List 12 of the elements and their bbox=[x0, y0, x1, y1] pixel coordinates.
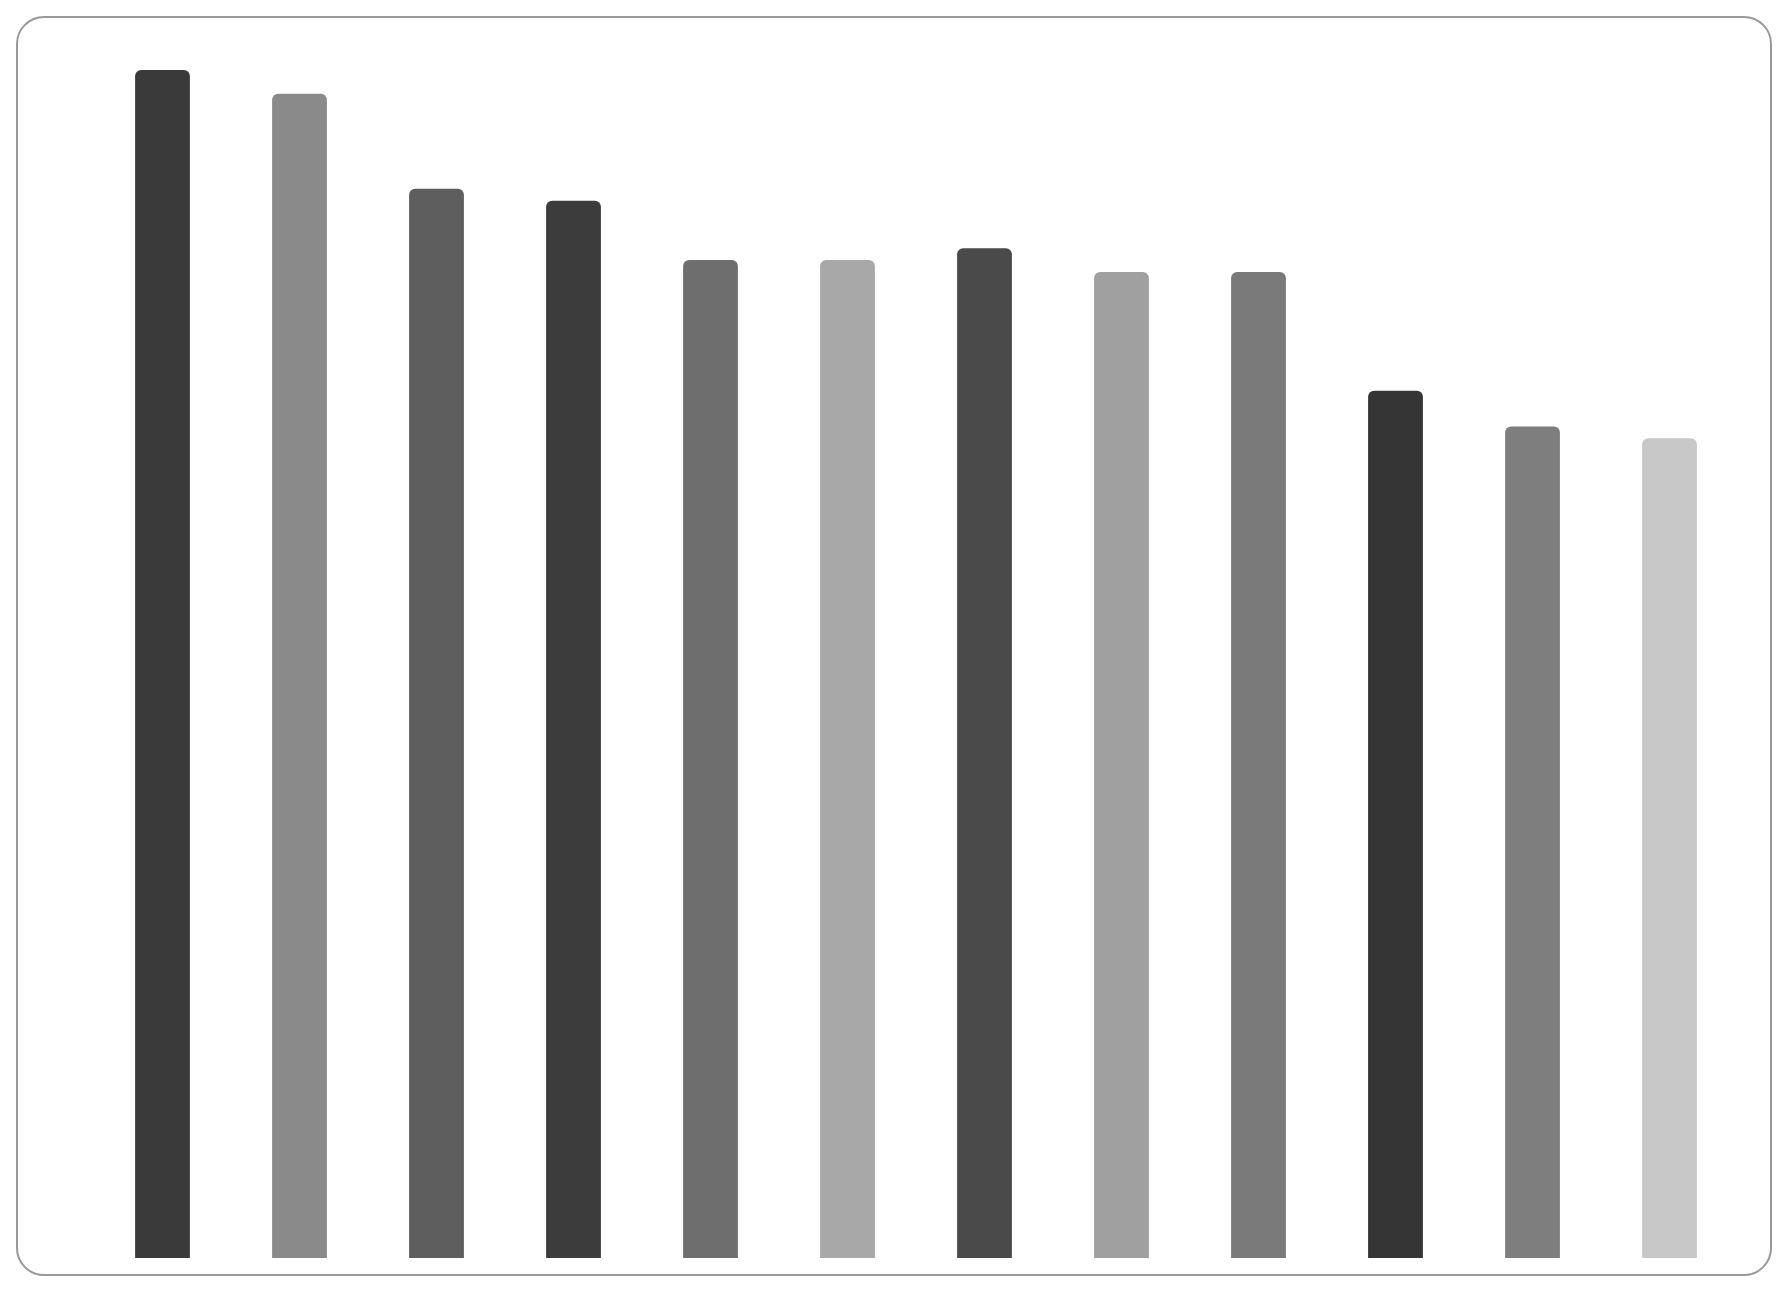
bar bbox=[1505, 426, 1560, 1258]
bar bbox=[546, 200, 601, 1258]
bar bbox=[409, 188, 464, 1258]
bar bbox=[1231, 271, 1286, 1258]
bar bbox=[1368, 390, 1423, 1258]
bar bbox=[957, 248, 1012, 1258]
bar bbox=[272, 93, 327, 1258]
bar bbox=[135, 70, 190, 1258]
bar bbox=[1642, 438, 1697, 1258]
bar bbox=[683, 260, 738, 1258]
bar bbox=[1094, 271, 1149, 1258]
bar bbox=[820, 260, 875, 1258]
